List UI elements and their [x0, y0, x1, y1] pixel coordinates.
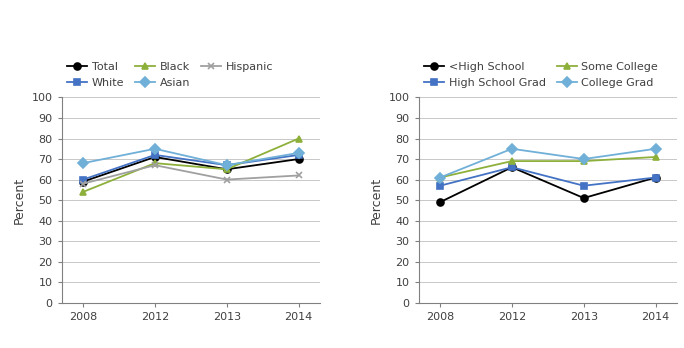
Line: Some College: Some College	[436, 153, 659, 181]
Line: High School Grad: High School Grad	[436, 164, 659, 189]
Asian	[79, 161, 88, 165]
Asian	[151, 147, 159, 151]
Total	[79, 180, 88, 184]
Legend: Total, White, Black, Asian, Hispanic: Total, White, Black, Asian, Hispanic	[67, 62, 273, 88]
Y-axis label: Percent: Percent	[370, 176, 383, 224]
Black	[79, 190, 88, 194]
Asian	[295, 151, 303, 155]
College Grad	[579, 157, 588, 161]
Line: Asian: Asian	[79, 145, 302, 169]
High School Grad	[436, 184, 444, 188]
<High School	[651, 175, 659, 180]
Hispanic	[79, 182, 88, 186]
Black	[223, 167, 231, 171]
Some College	[651, 155, 659, 159]
Total	[295, 157, 303, 161]
Black	[295, 136, 303, 141]
Legend: <High School, High School Grad, Some College, College Grad: <High School, High School Grad, Some Col…	[424, 62, 658, 88]
Asian	[223, 163, 231, 167]
Hispanic	[295, 173, 303, 177]
Line: White: White	[79, 151, 302, 183]
<High School	[579, 196, 588, 200]
High School Grad	[508, 165, 516, 169]
<High School	[436, 200, 444, 204]
Line: <High School: <High School	[436, 164, 659, 206]
Some College	[579, 159, 588, 163]
<High School	[508, 165, 516, 169]
College Grad	[651, 147, 659, 151]
Line: Black: Black	[79, 135, 302, 195]
White	[295, 153, 303, 157]
College Grad	[436, 175, 444, 180]
Some College	[436, 175, 444, 180]
Hispanic	[223, 177, 231, 182]
White	[151, 153, 159, 157]
Y-axis label: Percent: Percent	[13, 176, 26, 224]
Total	[151, 155, 159, 159]
White	[79, 177, 88, 182]
Line: Hispanic: Hispanic	[79, 162, 302, 187]
Some College	[508, 159, 516, 163]
Total	[223, 167, 231, 171]
High School Grad	[579, 184, 588, 188]
High School Grad	[651, 175, 659, 180]
White	[223, 163, 231, 167]
Line: College Grad: College Grad	[436, 145, 659, 181]
Black	[151, 161, 159, 165]
Line: Total: Total	[79, 153, 302, 185]
College Grad	[508, 147, 516, 151]
Hispanic	[151, 163, 159, 167]
